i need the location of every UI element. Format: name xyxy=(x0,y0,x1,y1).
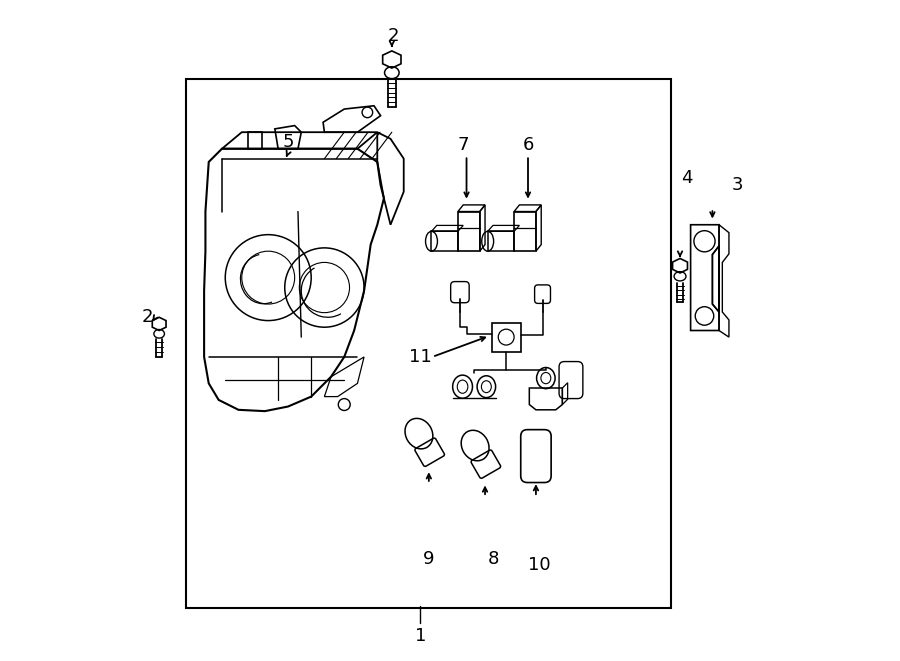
Text: 9: 9 xyxy=(423,549,435,568)
Bar xyxy=(185,79,671,608)
Text: 11: 11 xyxy=(409,348,432,366)
Text: 5: 5 xyxy=(283,133,293,151)
Text: 10: 10 xyxy=(528,556,551,574)
Text: 4: 4 xyxy=(681,169,692,188)
Text: 8: 8 xyxy=(487,549,499,568)
Text: 2: 2 xyxy=(388,27,400,46)
Text: 3: 3 xyxy=(732,176,743,194)
Bar xyxy=(491,323,521,352)
Text: 1: 1 xyxy=(415,627,426,645)
Text: 2: 2 xyxy=(141,308,153,327)
Text: 6: 6 xyxy=(522,136,534,155)
Text: 7: 7 xyxy=(457,136,469,155)
